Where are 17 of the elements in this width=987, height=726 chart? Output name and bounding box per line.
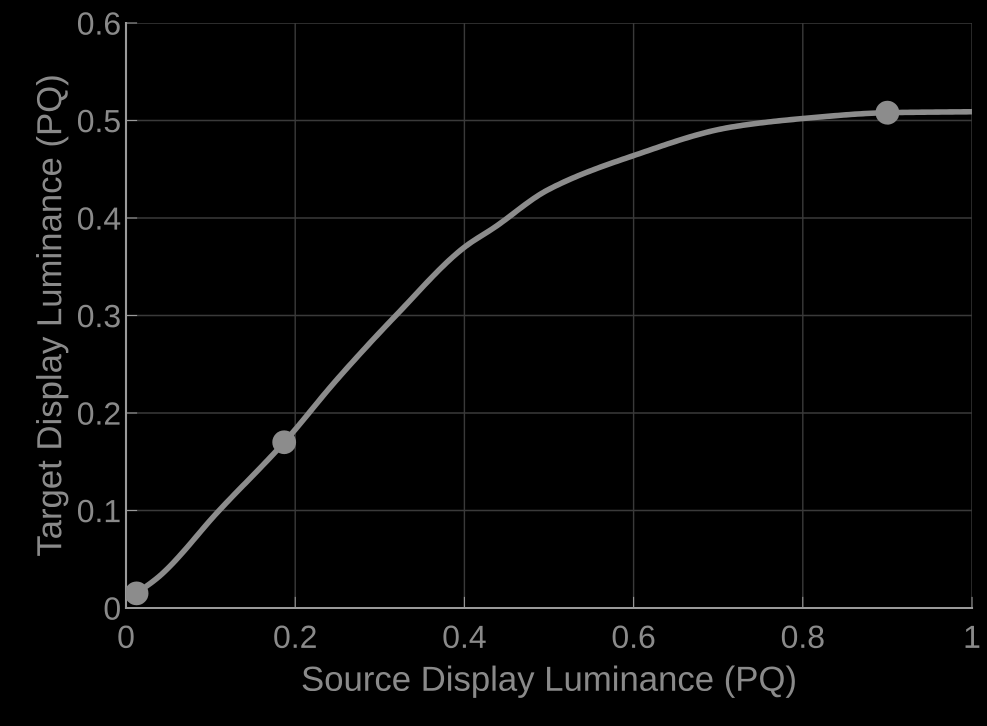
point	[126, 581, 148, 606]
x-tick-label: 0.8	[782, 626, 824, 648]
y-tick-label: 0.1	[78, 500, 120, 522]
y-tick-label: 0.4	[78, 207, 120, 230]
y-tick-label: 0.5	[78, 110, 120, 132]
x-tick-label: 0.2	[274, 626, 316, 648]
y-tick-label: 0	[104, 597, 120, 620]
x-tick-label: 0.4	[443, 626, 486, 648]
y-tick-label: 0.3	[78, 304, 120, 328]
x-tick-label: 1	[966, 626, 980, 648]
y-axis-title: Target Display Luminance (PQ)	[36, 76, 68, 556]
point	[876, 100, 900, 125]
point	[272, 430, 296, 454]
x-tick-label: 0.6	[612, 626, 654, 648]
x-axis-title: Source Display Luminance (PQ)	[302, 666, 795, 698]
y-tick-label: 0.6	[78, 12, 120, 35]
y-tick-label: 0.2	[78, 402, 120, 425]
